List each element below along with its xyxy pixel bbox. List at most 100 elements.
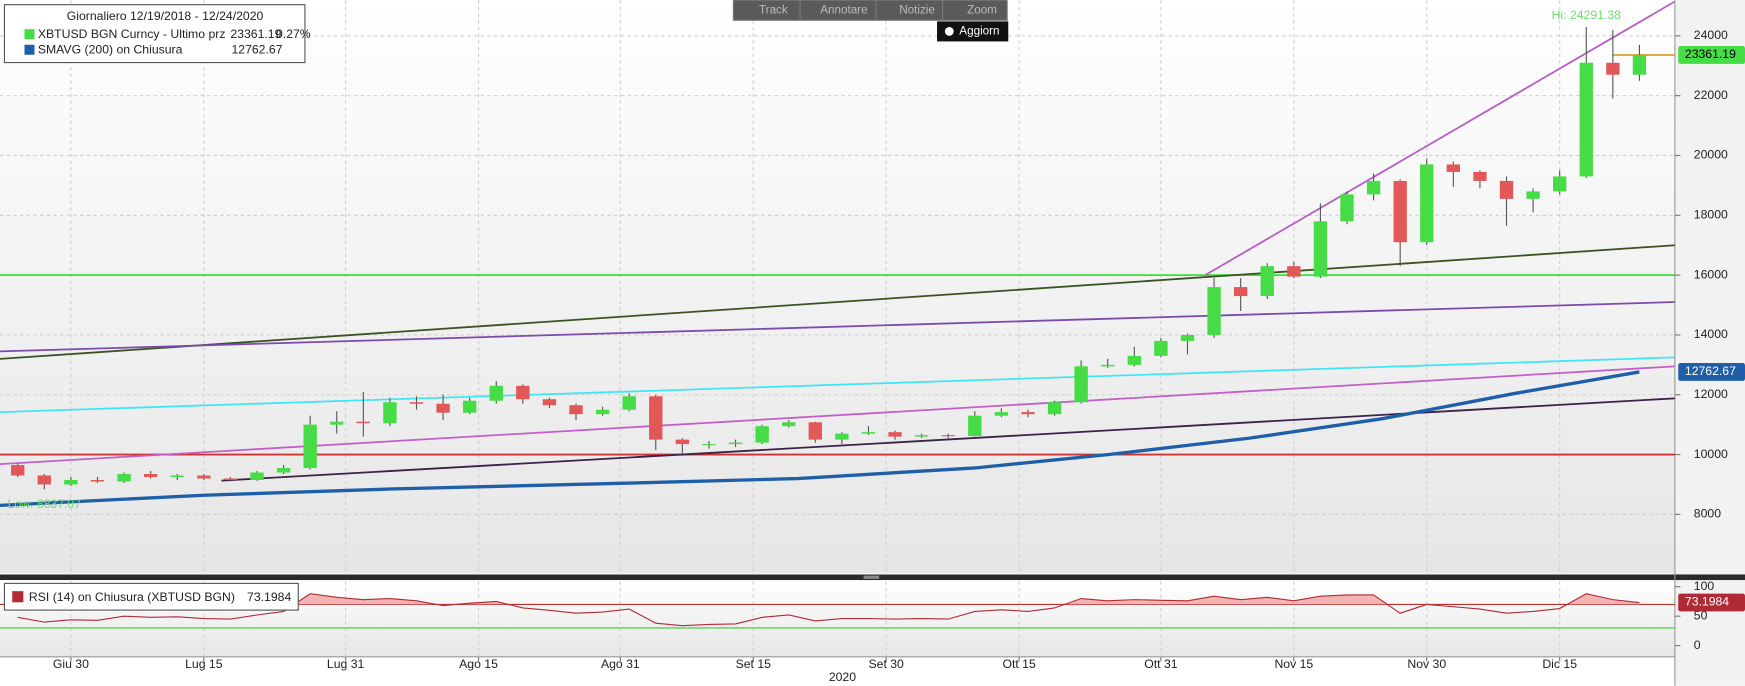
y-tick-label: 18000	[1694, 208, 1728, 222]
candle-body	[1180, 334, 1195, 341]
value-tag-label: 23361.19	[1685, 47, 1736, 61]
legend-change: 0.27%	[276, 27, 311, 41]
candle-body	[383, 402, 397, 424]
candle-body	[595, 409, 610, 415]
candle-body	[330, 421, 344, 425]
x-tick-label: Lug 31	[327, 657, 365, 671]
value-tag	[1678, 593, 1745, 612]
news-label[interactable]: Notizie	[899, 3, 935, 16]
candle-body	[11, 465, 25, 476]
trend-line	[0, 356, 1675, 413]
candle-body	[1287, 266, 1301, 277]
candle-body	[436, 403, 450, 413]
candle-body	[782, 422, 796, 427]
annotation: Hi: 24291.38	[1552, 8, 1622, 22]
annotate-label[interactable]: Annotare	[820, 3, 867, 16]
trend-line	[221, 397, 1675, 482]
x-tick-label: Dic 15	[1542, 657, 1577, 671]
separator-handle	[863, 575, 880, 579]
candle-body	[1473, 171, 1487, 181]
x-tick-label: Set 15	[736, 657, 772, 671]
x-tick-label: Ott 31	[1144, 657, 1178, 671]
candle-body	[1260, 266, 1274, 297]
value-tag-label: 12762.67	[1685, 364, 1736, 378]
candle-body	[223, 478, 238, 480]
candle-body	[1074, 366, 1088, 403]
candle-body	[702, 444, 716, 446]
refresh-label[interactable]: Aggiorn	[959, 24, 999, 37]
legend-value: 23361.19	[230, 27, 281, 41]
trend-line	[0, 244, 1675, 360]
rsi-area	[294, 593, 1640, 605]
legend: Giornaliero 12/19/2018 - 12/24/2020 XBTU…	[3, 4, 311, 64]
candle-body	[1606, 62, 1620, 75]
candle-body	[143, 474, 158, 478]
zoom-label[interactable]: Zoom	[967, 3, 997, 16]
value-tag-label: 73.1984	[1685, 595, 1729, 609]
x-tick-label: Ago 15	[459, 657, 498, 671]
x-axis-label: 2020	[829, 670, 856, 684]
legend-label: RSI (14) on Chiusura (XBTUSD BGN)	[29, 590, 235, 604]
candle-body	[755, 426, 769, 443]
legend-swatch	[12, 591, 24, 603]
candle-body	[1366, 180, 1381, 195]
candle-body	[64, 479, 78, 485]
track-label[interactable]: Track	[759, 3, 788, 16]
axis-background	[1674, 0, 1745, 686]
candle-body	[1340, 194, 1354, 222]
candle-body	[356, 421, 371, 424]
candle-body	[276, 468, 291, 473]
legend-swatch	[24, 44, 35, 55]
candle-body	[808, 422, 822, 440]
candle-body	[941, 435, 955, 437]
refresh-button[interactable]	[937, 21, 1009, 42]
candle-body	[569, 405, 583, 415]
y-tick-label: 22000	[1694, 88, 1728, 102]
zoom-button[interactable]	[942, 0, 1008, 21]
y-tick-label: 0	[1694, 638, 1701, 652]
legend-label: SMAVG (200) on Chiusura	[38, 43, 183, 57]
candle-body	[250, 472, 264, 480]
x-tick-label: Giu 30	[53, 657, 89, 671]
y-tick-label: 12000	[1694, 387, 1728, 401]
candle-body	[463, 400, 477, 413]
candle-body	[197, 475, 211, 479]
y-tick-label: 14000	[1694, 327, 1728, 341]
trend-line	[1204, 0, 1675, 276]
x-tick-label: Ago 31	[601, 657, 640, 671]
plot-background	[0, 0, 1675, 574]
candle-body	[1207, 287, 1221, 335]
legend-swatch	[24, 29, 35, 40]
y-tick-label: 10000	[1694, 447, 1728, 461]
candle-body	[675, 439, 690, 445]
candle-body	[1047, 402, 1062, 415]
legend-box	[3, 582, 299, 611]
y-tick-label: 24000	[1694, 28, 1728, 42]
value-tag	[1678, 46, 1745, 64]
y-tick-label: 50	[1694, 608, 1708, 622]
candle-body	[994, 412, 1009, 416]
candle-body	[1127, 355, 1141, 365]
chart-title: Giornaliero 12/19/2018 - 12/24/2020	[67, 9, 264, 23]
annotation: Low: 8837.07	[8, 497, 82, 511]
candle-body	[1313, 221, 1328, 277]
candle-body	[1632, 54, 1647, 75]
x-tick-label: Set 30	[868, 657, 904, 671]
trend-line	[0, 301, 1675, 353]
x-tick-label: Lug 15	[185, 657, 223, 671]
legend-value: 73.1984	[247, 590, 291, 604]
candle-body	[542, 399, 557, 406]
candle-body	[37, 475, 51, 485]
candle-body	[90, 479, 105, 482]
candle-body	[914, 435, 929, 437]
candle-body	[728, 442, 743, 445]
candle-body	[1553, 176, 1567, 192]
candle-body	[1446, 164, 1461, 172]
x-tick-label: Ott 15	[1002, 657, 1036, 671]
candle-body	[1233, 287, 1248, 297]
x-tick-label: Nov 30	[1407, 657, 1446, 671]
candle-body	[170, 475, 184, 478]
legend-value: 12762.67	[231, 43, 282, 57]
candle-body	[1101, 364, 1115, 367]
